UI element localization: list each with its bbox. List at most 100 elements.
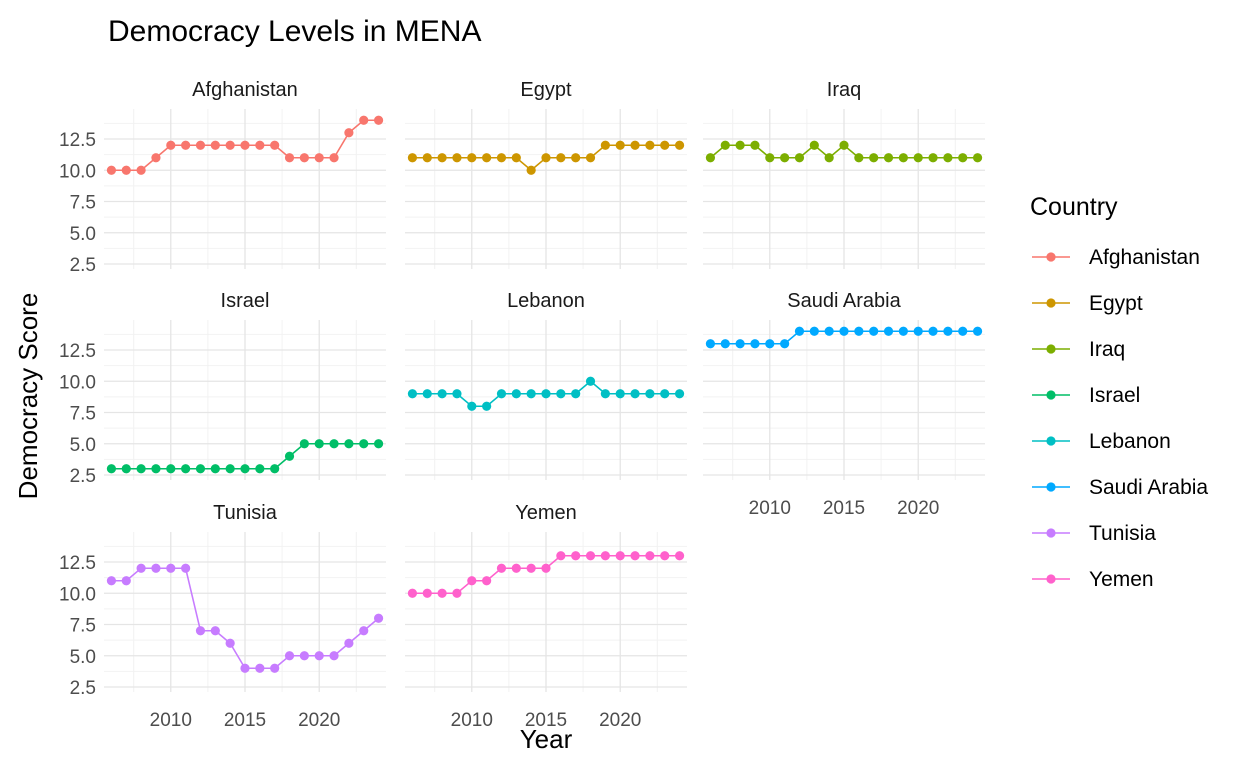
data-point	[255, 140, 265, 150]
y-tick-label: 10.0	[59, 372, 96, 393]
x-tick-label: 2010	[150, 710, 192, 731]
data-point	[240, 464, 250, 474]
y-tick-label: 7.5	[70, 193, 96, 214]
data-point	[195, 626, 206, 636]
y-tick-label: 2.5	[70, 678, 96, 699]
data-point	[869, 326, 879, 336]
data-point	[571, 389, 581, 399]
data-point	[496, 563, 507, 573]
facet-label: Afghanistan	[192, 79, 298, 101]
major-gridlines	[104, 109, 386, 269]
x-axis-label: Year	[520, 724, 573, 754]
y-tick-label: 2.5	[70, 466, 96, 487]
data-point	[883, 326, 894, 336]
data-point	[121, 165, 131, 175]
data-point	[195, 464, 206, 474]
data-point	[136, 464, 146, 474]
data-point	[765, 153, 775, 163]
data-point	[943, 153, 953, 163]
data-point	[437, 389, 447, 399]
data-point	[359, 439, 369, 449]
facet-label: Israel	[221, 290, 270, 312]
data-point	[556, 153, 566, 163]
x-tick-label: 2015	[823, 498, 865, 519]
data-point	[585, 376, 596, 386]
data-point	[329, 153, 339, 163]
data-point	[482, 153, 492, 163]
data-point	[630, 551, 640, 561]
data-point	[299, 153, 309, 163]
data-point	[467, 401, 477, 411]
data-point	[735, 140, 745, 150]
legend-key-point	[1046, 252, 1056, 262]
data-point	[210, 464, 220, 474]
y-tick-label: 12.5	[59, 553, 96, 574]
data-point	[526, 563, 536, 573]
legend-label: Afghanistan	[1089, 246, 1200, 269]
data-point	[270, 464, 280, 474]
data-point	[526, 165, 536, 175]
data-point	[898, 153, 908, 163]
data-point	[151, 563, 161, 573]
facet-label: Egypt	[520, 79, 572, 101]
data-point	[958, 153, 968, 163]
data-point	[467, 576, 477, 586]
data-point	[121, 576, 131, 586]
data-point	[344, 638, 354, 648]
data-point	[422, 389, 432, 399]
data-point	[541, 563, 551, 573]
data-point	[270, 140, 280, 150]
data-point	[630, 140, 640, 150]
data-point	[166, 464, 176, 474]
data-point	[106, 464, 117, 474]
data-point	[407, 588, 418, 598]
legend-item-yemen: Yemen	[1032, 568, 1154, 591]
data-point	[314, 439, 324, 449]
data-point	[299, 651, 309, 661]
facet-label: Iraq	[827, 79, 861, 101]
data-point	[674, 389, 685, 399]
y-tick-label: 5.0	[70, 224, 96, 245]
data-point	[556, 389, 566, 399]
facet-panel-iraq: Iraq	[703, 79, 985, 269]
data-point	[136, 563, 146, 573]
legend-key-point	[1046, 436, 1056, 446]
legend-key-point	[1046, 528, 1056, 538]
data-point	[869, 153, 879, 163]
x-tick-label: 2010	[451, 710, 493, 731]
legend-label: Iraq	[1089, 338, 1125, 361]
data-point	[225, 638, 235, 648]
legend-item-afghanistan: Afghanistan	[1032, 246, 1200, 269]
data-point	[615, 140, 625, 150]
data-point	[255, 464, 265, 474]
legend: Country Afghanistan Egypt Iraq Israel Lebano…	[1030, 193, 1208, 591]
facet-label: Lebanon	[507, 290, 585, 312]
data-point	[943, 326, 953, 336]
facet-panel-tunisia: Tunisia 2.5 5.0 7.5 10.0 12.5 2010 2015 2020	[59, 502, 386, 731]
data-point	[511, 563, 521, 573]
data-point	[556, 551, 566, 561]
y-tick-label: 10.0	[59, 584, 96, 605]
facet-panel-israel: Israel 2.5 5.0 7.5 10.0 12.5	[59, 290, 386, 487]
facet-panels: Afghanistan 2.5 5.0 7.5 10.0 12.5 Egypt Iraq Isr…	[59, 79, 985, 731]
data-point	[106, 576, 117, 586]
x-tick-label: 2015	[525, 710, 567, 731]
data-point	[482, 576, 492, 586]
x-tick-label: 2015	[224, 710, 266, 731]
facet-label: Yemen	[515, 502, 577, 524]
data-point	[284, 451, 295, 461]
data-point	[705, 339, 716, 349]
data-point	[136, 165, 146, 175]
legend-label: Lebanon	[1089, 430, 1171, 453]
data-point	[422, 588, 432, 598]
data-point	[674, 140, 685, 150]
y-tick-label: 5.0	[70, 647, 96, 668]
data-point	[452, 588, 462, 598]
data-point	[585, 153, 596, 163]
y-axis-label: Democracy Score	[13, 293, 43, 500]
legend-key-point	[1046, 574, 1056, 584]
data-point	[437, 588, 447, 598]
data-point	[809, 140, 819, 150]
data-point	[314, 651, 324, 661]
data-point	[151, 153, 161, 163]
